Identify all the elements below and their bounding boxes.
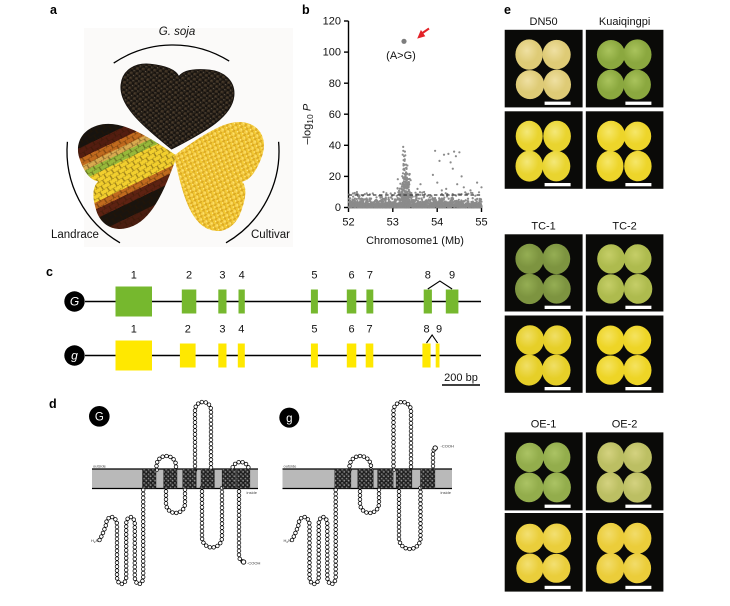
svg-text:-COOH: -COOH — [247, 561, 260, 566]
svg-text:outside: outside — [93, 464, 107, 469]
svg-text:2: 2 — [186, 270, 192, 282]
svg-text:5: 5 — [311, 324, 317, 336]
svg-text:2: 2 — [185, 324, 191, 336]
svg-text:200 bp: 200 bp — [444, 372, 478, 384]
svg-text:e: e — [504, 3, 511, 17]
svg-text:7: 7 — [367, 270, 373, 282]
svg-text:100: 100 — [323, 47, 341, 59]
svg-text:9: 9 — [436, 324, 442, 336]
svg-text:40: 40 — [329, 140, 341, 152]
svg-text:1: 1 — [131, 324, 137, 336]
svg-text:G: G — [70, 295, 79, 309]
svg-text:OE-2: OE-2 — [612, 419, 638, 431]
svg-text:55: 55 — [475, 217, 487, 229]
svg-text:53: 53 — [387, 217, 399, 229]
svg-text:8: 8 — [425, 270, 431, 282]
svg-text:g: g — [286, 413, 292, 425]
svg-text:DN50: DN50 — [530, 16, 558, 28]
svg-text:7: 7 — [366, 324, 372, 336]
svg-text:80: 80 — [329, 78, 341, 90]
svg-text:120: 120 — [323, 16, 341, 28]
svg-text:G. soja: G. soja — [159, 26, 195, 38]
svg-text:TC-1: TC-1 — [531, 221, 555, 233]
svg-text:Chromosome1 (Mb): Chromosome1 (Mb) — [366, 235, 464, 247]
svg-text:54: 54 — [431, 217, 443, 229]
svg-text:6: 6 — [349, 324, 355, 336]
svg-text:3: 3 — [219, 270, 225, 282]
svg-text:inside: inside — [441, 490, 452, 495]
svg-text:9: 9 — [449, 270, 455, 282]
svg-text:60: 60 — [329, 109, 341, 121]
svg-text:a: a — [50, 3, 58, 17]
svg-text:(A>G): (A>G) — [386, 50, 416, 62]
svg-text:d: d — [49, 397, 57, 411]
svg-text:TC-2: TC-2 — [612, 221, 636, 233]
svg-text:–log10 P: –log10 P — [302, 103, 316, 144]
svg-text:0: 0 — [335, 202, 341, 214]
svg-text:-COOH: -COOH — [441, 444, 454, 449]
svg-text:g: g — [71, 349, 78, 363]
svg-text:52: 52 — [342, 217, 354, 229]
svg-text:Kuaiqingpi: Kuaiqingpi — [599, 16, 650, 28]
svg-text:b: b — [302, 3, 310, 17]
svg-text:4: 4 — [239, 270, 245, 282]
svg-text:20: 20 — [329, 171, 341, 183]
svg-text:OE-1: OE-1 — [531, 419, 557, 431]
svg-text:c: c — [46, 265, 53, 279]
svg-text:H2N: H2N — [91, 538, 99, 544]
svg-text:4: 4 — [238, 324, 244, 336]
svg-text:Landrace: Landrace — [51, 229, 99, 241]
svg-text:6: 6 — [349, 270, 355, 282]
svg-text:8: 8 — [423, 324, 429, 336]
svg-text:1: 1 — [131, 270, 137, 282]
svg-text:G: G — [95, 412, 104, 424]
svg-text:5: 5 — [311, 270, 317, 282]
svg-text:Cultivar: Cultivar — [251, 229, 290, 241]
svg-text:3: 3 — [219, 324, 225, 336]
svg-text:H2N: H2N — [284, 538, 292, 544]
svg-text:inside: inside — [247, 490, 258, 495]
svg-text:outside: outside — [284, 464, 298, 469]
